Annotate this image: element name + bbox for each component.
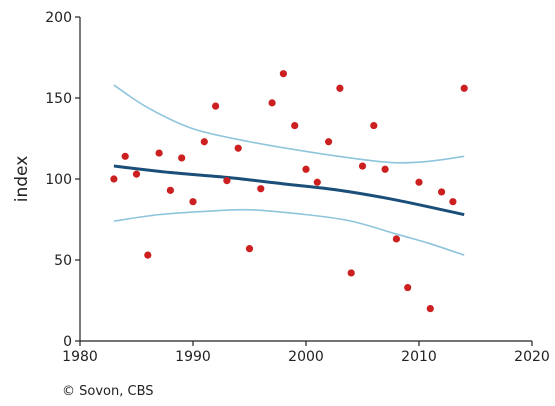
data-point-2000 [302, 165, 310, 173]
data-point-2011 [426, 305, 434, 313]
y-tick-label-50: 50 [54, 253, 72, 269]
data-point-2006 [370, 121, 378, 130]
data-point-1992 [212, 102, 220, 110]
data-point-2008 [392, 235, 400, 243]
data-point-1986 [144, 251, 152, 259]
data-point-1994 [234, 144, 242, 152]
credit-text: © Sovon, CBS [62, 384, 154, 399]
x-tick-label-1990: 1990 [175, 349, 211, 365]
data-point-1996 [257, 185, 265, 193]
x-tick-label-1980: 1980 [62, 349, 98, 365]
data-point-2001 [313, 178, 321, 186]
y-tick-label-100: 100 [45, 172, 72, 188]
data-point-1988 [166, 186, 174, 194]
data-point-1999 [291, 121, 299, 130]
y-tick-label-150: 150 [45, 91, 72, 107]
y-tick-label-200: 200 [45, 10, 72, 26]
data-point-1991 [200, 138, 208, 146]
data-point-2009 [404, 283, 412, 292]
data-point-2002 [325, 138, 333, 146]
data-point-1990 [189, 198, 197, 206]
x-tick-label-2000: 2000 [288, 349, 324, 365]
data-point-1997 [268, 99, 276, 107]
data-point-2005 [358, 162, 367, 170]
data-point-1987 [155, 149, 163, 157]
series-layer [110, 70, 468, 313]
data-point-1985 [132, 170, 141, 178]
plot-frame [80, 17, 532, 341]
y-axis-label: index [12, 156, 32, 203]
data-point-1998 [279, 70, 287, 78]
y-tick-label-0: 0 [63, 334, 72, 350]
data-point-2014 [460, 84, 468, 92]
data-point-1995 [245, 245, 254, 253]
data-point-2004 [347, 269, 355, 277]
data-point-1993 [223, 177, 231, 185]
trend-line [113, 164, 465, 217]
x-tick-label-2010: 2010 [401, 349, 437, 365]
data-point-1984 [121, 152, 129, 160]
data-point-1989 [178, 154, 186, 162]
lower-bound-line [113, 208, 465, 256]
data-point-2007 [381, 165, 389, 173]
ticks-layer: 1980 1990 2000 2010 2020 0 50 100 150 200 [45, 10, 550, 365]
upper-bound-line [113, 84, 465, 164]
axes-layer [79, 17, 532, 342]
data-point-1983 [110, 175, 118, 183]
data-point-2003 [336, 84, 344, 92]
x-tick-label-2020: 2020 [514, 349, 550, 365]
data-point-2012 [438, 188, 446, 196]
data-point-2013 [449, 198, 457, 206]
data-point-2010 [415, 178, 423, 186]
